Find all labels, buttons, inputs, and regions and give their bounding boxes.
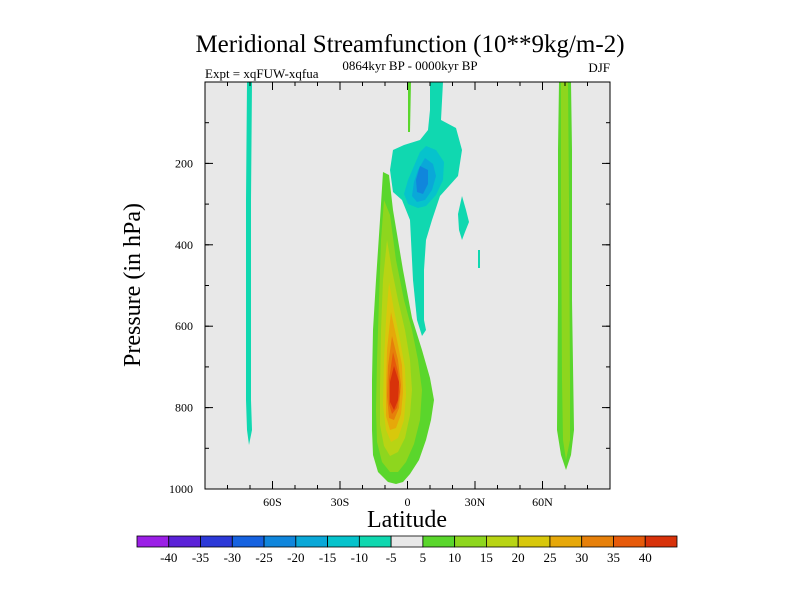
experiment-label: Expt = xqFUW-xqfua xyxy=(205,66,319,81)
x-tick-label: 30S xyxy=(331,495,350,509)
colorbar-label: 40 xyxy=(639,550,652,565)
colorbar-swatch xyxy=(550,536,582,547)
colorbar-swatch xyxy=(423,536,455,547)
colorbar-label: 30 xyxy=(575,550,588,565)
chart-title: Meridional Streamfunction (10**9kg/m-2) xyxy=(195,31,624,58)
x-tick-label: 60N xyxy=(532,495,553,509)
colorbar-swatch xyxy=(201,536,233,547)
y-tick-label: 400 xyxy=(175,238,193,252)
y-axis-label: Pressure (in hPa) xyxy=(120,203,146,367)
colorbar-label: -15 xyxy=(319,550,336,565)
colorbar-swatch xyxy=(264,536,296,547)
colorbar-label: -5 xyxy=(386,550,397,565)
colorbar-label: -35 xyxy=(192,550,209,565)
colorbar-swatch xyxy=(359,536,391,547)
colorbar-label: 25 xyxy=(543,550,556,565)
colorbar-label: -10 xyxy=(351,550,368,565)
colorbar-label: -25 xyxy=(255,550,272,565)
streamfunction-chart: Meridional Streamfunction (10**9kg/m-2) … xyxy=(0,0,800,600)
colorbar-label: -30 xyxy=(224,550,241,565)
colorbar-swatch xyxy=(613,536,645,547)
x-axis-label: Latitude xyxy=(367,507,447,533)
colorbar-swatch xyxy=(645,536,677,547)
colorbar-swatch xyxy=(296,536,328,547)
colorbar-label: 20 xyxy=(512,550,525,565)
colorbar-label: -20 xyxy=(287,550,304,565)
colorbar-label: 5 xyxy=(420,550,427,565)
y-tick-label: 600 xyxy=(175,319,193,333)
colorbar-label: 35 xyxy=(607,550,620,565)
time-range-label: 0864kyr BP - 0000kyr BP xyxy=(342,58,477,73)
colorbar-swatch xyxy=(486,536,518,547)
contour-neg-speck-30n xyxy=(478,250,480,268)
colorbar-label: 10 xyxy=(448,550,461,565)
colorbar-swatch xyxy=(328,536,360,547)
x-tick-label: 60S xyxy=(263,495,282,509)
y-tick-label: 800 xyxy=(175,401,193,415)
colorbar-swatch xyxy=(232,536,264,547)
colorbar-swatch xyxy=(518,536,550,547)
x-tick-label: 30N xyxy=(465,495,486,509)
y-tick-label: 200 xyxy=(175,156,193,170)
colorbar-swatch xyxy=(137,536,169,547)
colorbar-swatch xyxy=(455,536,487,547)
colorbar-label: -40 xyxy=(160,550,177,565)
season-label: DJF xyxy=(588,60,610,75)
y-tick-label: 1000 xyxy=(169,482,193,496)
colorbar-swatch xyxy=(582,536,614,547)
colorbar-swatch xyxy=(169,536,201,547)
colorbar: -40 -35 -30 -25 -20 -15 -10 -5 5 10 15 20 25 30 35 40 xyxy=(137,536,677,565)
colorbar-label: 15 xyxy=(480,550,493,565)
colorbar-swatch xyxy=(391,536,423,547)
